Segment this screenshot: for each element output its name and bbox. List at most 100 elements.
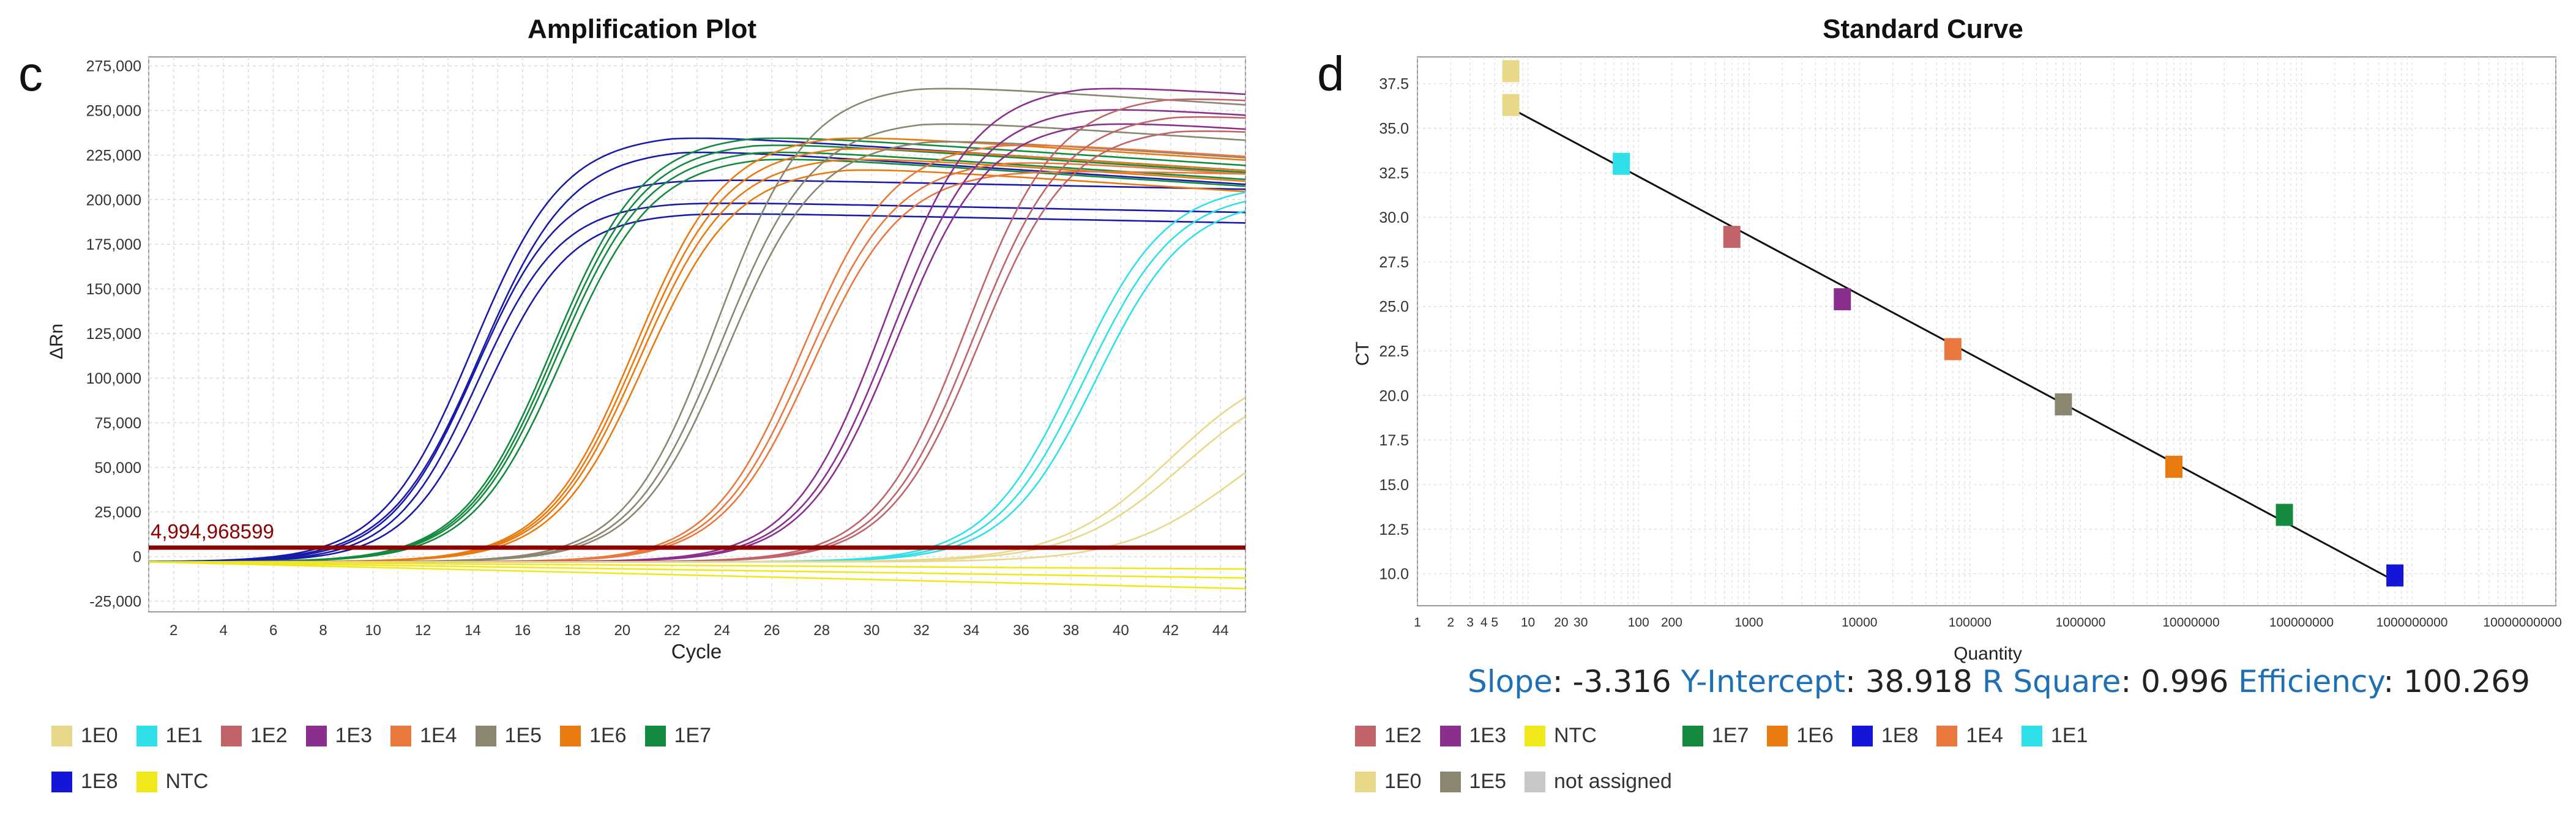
x-tick-label: 10 <box>1521 616 1535 630</box>
point-1E4 <box>1944 338 1962 360</box>
legend-swatch <box>1682 725 1703 746</box>
y-tick-label: 27.5 <box>1379 254 1409 271</box>
curve-1E7 <box>148 144 1246 563</box>
y-tick-label: -25,000 <box>89 594 141 611</box>
y-tick-label: 32.5 <box>1379 165 1409 182</box>
legend-swatch <box>305 725 327 746</box>
legend-item-1E8: 1E8 <box>1851 724 1919 748</box>
curve-NTC <box>148 561 1246 590</box>
amplification-plot-title: Amplification Plot <box>528 14 756 44</box>
y-tick-label: 12.5 <box>1379 521 1409 538</box>
legend-label: 1E2 <box>250 724 288 747</box>
legend-item-1E6: 1E6 <box>1767 724 1834 748</box>
y-tick-label: 250,000 <box>86 102 141 119</box>
standard-curve-title: Standard Curve <box>1823 14 2023 44</box>
y-tick-label: 275,000 <box>86 58 141 75</box>
legend-label: 1E1 <box>165 724 203 747</box>
x-tick-label: 1 <box>1414 616 1421 630</box>
legend-label: 1E3 <box>335 724 373 747</box>
legend-label: 1E5 <box>1469 770 1507 793</box>
x-tick-label: 20 <box>1554 616 1568 630</box>
y-tick-label: 150,000 <box>86 281 141 298</box>
x-tick-label: 10000 <box>1842 616 1877 630</box>
legend-item-1E7: 1E7 <box>644 724 711 748</box>
point-1E8 <box>2386 564 2404 587</box>
x-tick-label: 10 <box>365 622 381 639</box>
y-tick-label: 175,000 <box>86 236 141 253</box>
x-tick-label: 100 <box>1628 616 1649 630</box>
legend-label: 1E4 <box>420 724 457 747</box>
legend-item-1E0: 1E0 <box>1355 770 1422 794</box>
standard-x-label: Quantity <box>1954 644 2022 664</box>
legend-item-not-assigned: not assigned <box>1525 770 1672 794</box>
legend-label: 1E8 <box>1881 724 1919 747</box>
legend-swatch <box>51 725 72 746</box>
legend-item-1E1: 1E1 <box>136 724 203 748</box>
standard-legend-row-1: 1E2 1E3 NTC 1E7 1E6 1E8 1E4 1E1 <box>1355 724 2106 748</box>
standard-plot-area <box>1417 56 2556 606</box>
legend-item-1E1: 1E1 <box>2021 724 2088 748</box>
legend-item-1E6: 1E6 <box>560 724 627 748</box>
efficiency-value: 100.269 <box>2403 664 2530 699</box>
threshold-label: 4,994,968599 <box>151 520 274 543</box>
x-tick-label: 26 <box>764 622 780 639</box>
y-tick-label: 100,000 <box>86 370 141 387</box>
legend-swatch <box>51 771 72 792</box>
x-tick-label: 14 <box>465 622 481 639</box>
amplification-legend-row-1: 1E0 1E1 1E2 1E3 1E4 1E5 1E6 1E7 <box>51 724 730 748</box>
legend-label: NTC <box>165 770 209 793</box>
x-tick-label: 30 <box>864 622 880 639</box>
x-tick-label: 18 <box>564 622 581 639</box>
legend-item-1E4: 1E4 <box>390 724 457 748</box>
legend-label: 1E6 <box>589 724 627 747</box>
x-tick-label: 16 <box>515 622 531 639</box>
y-tick-label: 75,000 <box>95 415 141 432</box>
x-tick-label: 28 <box>813 622 830 639</box>
x-tick-label: 100000000 <box>2269 616 2334 630</box>
slope-label: Slope <box>1468 664 1553 699</box>
legend-item-1E5: 1E5 <box>475 724 542 748</box>
standard-axes: 1 2 3 4 5 10 20 30 100 200 1000 10000 100000 1000000 1… <box>1379 76 2562 630</box>
y-tick-label: 35.0 <box>1379 120 1409 137</box>
x-tick-label: 4 <box>220 622 228 639</box>
intercept-label: Y-Intercept <box>1681 664 1846 699</box>
legend-swatch <box>1767 725 1788 746</box>
x-tick-label: 3 <box>1466 616 1474 630</box>
x-tick-label: 5 <box>1491 616 1498 630</box>
y-tick-label: 125,000 <box>86 326 141 343</box>
x-tick-label: 6 <box>269 622 277 639</box>
legend-swatch <box>136 725 157 746</box>
legend-swatch <box>136 771 157 792</box>
x-tick-label: 44 <box>1212 622 1229 639</box>
point-1E0 <box>1502 94 1520 116</box>
x-tick-label: 20 <box>614 622 630 639</box>
curve-1E8 <box>149 202 1246 563</box>
r-square-label: R Square <box>1982 664 2121 699</box>
standard-legend-row-2: 1E0 1E5 not assigned <box>1355 770 1690 794</box>
legend-label: 1E5 <box>504 724 542 747</box>
amplification-plot: Amplification Plot 4,994,968599 2 4 6 8 10 12… <box>47 14 1246 663</box>
x-tick-label: 40 <box>1113 622 1129 639</box>
x-tick-label: 22 <box>664 622 681 639</box>
y-tick-label: 200,000 <box>86 192 141 209</box>
legend-swatch <box>221 725 242 746</box>
curve-NTC <box>148 561 1246 579</box>
x-tick-label: 30 <box>1574 616 1588 630</box>
x-tick-label: 2 <box>170 622 177 639</box>
slope-value: -3.316 <box>1572 664 1671 699</box>
curve-1E0 <box>149 472 1246 563</box>
legend-label: 1E0 <box>81 724 118 747</box>
r-square-value: 0.996 <box>2141 664 2229 699</box>
y-tick-label: 25.0 <box>1379 299 1409 316</box>
point-1E3 <box>1834 288 1851 311</box>
y-tick-label: 17.5 <box>1379 432 1409 449</box>
x-tick-label: 38 <box>1063 622 1080 639</box>
legend-swatch <box>1355 771 1376 792</box>
legend-item-NTC: NTC <box>136 770 209 794</box>
legend-item-1E8: 1E8 <box>51 770 118 794</box>
legend-swatch <box>1851 725 1873 746</box>
point-1E2 <box>1723 226 1741 248</box>
legend-item-NTC: NTC <box>1525 724 1597 748</box>
curve-1E8 <box>149 213 1246 563</box>
